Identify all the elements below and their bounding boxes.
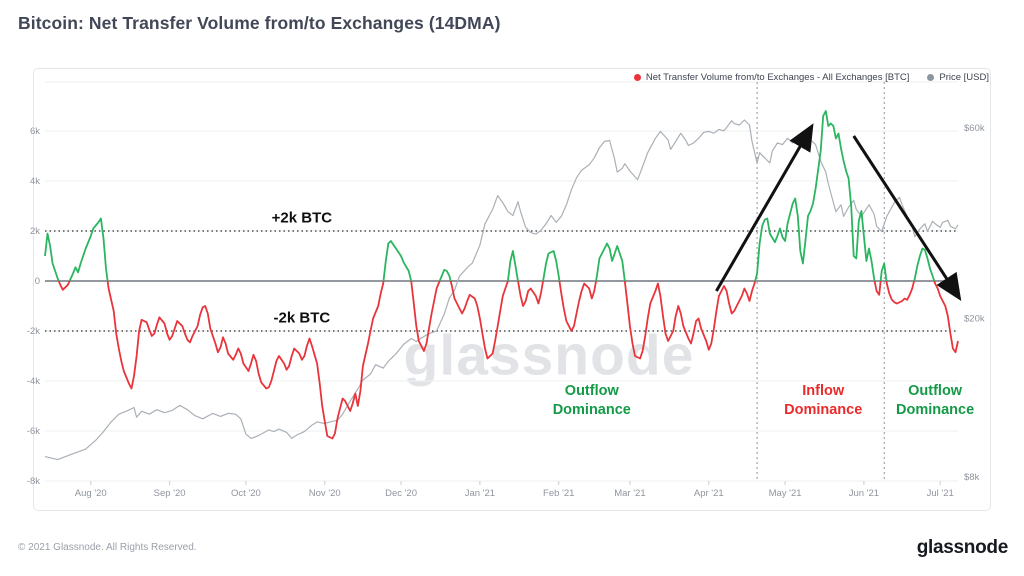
copyright-text: © 2021 Glassnode. All Rights Reserved. [18,542,197,553]
y-left-tick-label: -4k [27,376,40,387]
x-tick-label: Mar '21 [614,488,645,499]
legend-label-price: Price [USD] [939,72,989,83]
glassnode-logo: glassnode [916,537,1009,558]
annotation-minus-2k-btc: -2k BTC [273,309,331,327]
y-left-tick-label: 6k [30,126,40,137]
x-tick-label: Dec '20 [385,488,417,499]
legend-dot-price-icon [927,74,935,81]
legend-dot-net-transfer-icon [633,74,641,81]
x-tick-label: Feb '21 [543,488,574,499]
net-transfer-line-positive [44,110,936,281]
y-left-tick-label: 2k [30,226,40,237]
y-right-tick-label: $60k [964,123,985,134]
chart-legend: Net Transfer Volume from/to Exchanges - … [633,72,989,83]
y-left-tick-label: -8k [27,476,40,487]
page-title: Bitcoin: Net Transfer Volume from/to Exc… [18,13,501,33]
net-transfer-line-negative [57,281,959,440]
y-right-tick-label: $20k [964,313,985,324]
price-line [44,119,959,461]
x-tick-label: Nov '20 [309,488,341,499]
y-left-tick-label: -2k [27,326,40,337]
legend-item-net-transfer[interactable]: Net Transfer Volume from/to Exchanges - … [633,72,910,83]
annotation-outflow-dominance-1: Outflow Dominance [552,383,631,418]
y-left-tick-label: -6k [27,426,40,437]
y-left-tick-label: 4k [30,176,40,187]
x-tick-label: Aug '20 [75,488,107,499]
x-tick-label: Apr '21 [694,488,724,499]
x-tick-label: May '21 [769,488,802,499]
y-right-tick-label: $8k [964,472,980,483]
x-tick-label: Sep '20 [154,488,186,499]
x-tick-label: Jan '21 [465,488,495,499]
legend-label-net-transfer: Net Transfer Volume from/to Exchanges - … [645,72,910,83]
y-left-tick-label: 0 [35,276,40,287]
trend-arrow [852,135,962,302]
annotation-inflow-dominance: Inflow Dominance [784,383,863,418]
annotation-plus-2k-btc: +2k BTC [271,209,333,227]
x-tick-label: Jul '21 [927,488,954,499]
x-tick-label: Oct '20 [231,488,261,499]
annotation-outflow-dominance-2: Outflow Dominance [896,383,975,418]
trend-arrow [715,123,814,292]
chart-card: glassnode [33,68,991,511]
x-tick-label: Jun '21 [849,488,879,499]
legend-item-price[interactable]: Price [USD] [927,72,989,83]
